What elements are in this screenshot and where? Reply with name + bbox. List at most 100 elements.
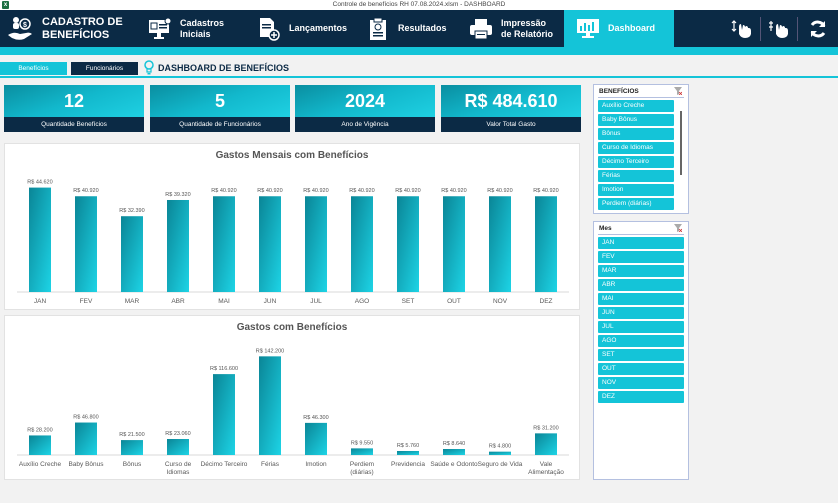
data-label: R$ 32.390	[119, 208, 144, 214]
clear-filter-icon[interactable]	[674, 224, 682, 232]
bar[interactable]	[29, 435, 51, 455]
slicer-scrollbar[interactable]	[680, 111, 682, 175]
nav-dashboard[interactable]: Dashboard	[564, 10, 674, 47]
slicer-item[interactable]: SET	[598, 349, 684, 361]
kpi-label: Quantidade Benefícios	[4, 117, 144, 132]
sort-hand-icon	[731, 19, 751, 38]
bar[interactable]	[75, 196, 97, 292]
data-label: R$ 21.500	[119, 432, 144, 438]
slicer-item[interactable]: Bônus	[598, 128, 674, 140]
sub-toolbar: Benefícios Funcionários DASHBOARD DE BEN…	[0, 58, 838, 80]
window-title: Controle de benefícios RH 07.08.2024.xls…	[332, 1, 506, 8]
tab-funcionarios[interactable]: Funcionários	[71, 62, 138, 75]
slicer-mes: Mes JAN FEV MAR ABR MAI JUN JUL AGO SET OUT NOV DEZ	[593, 221, 689, 480]
data-label: R$ 23.060	[165, 431, 190, 437]
data-label: R$ 40.920	[257, 188, 282, 194]
slicer-header: BENEFÍCIOS	[599, 88, 639, 95]
brand-line1: CADASTRO DE	[42, 15, 123, 28]
bar[interactable]	[351, 196, 373, 292]
slicer-item[interactable]: OUT	[598, 363, 684, 375]
bar[interactable]	[397, 196, 419, 292]
slicer-item[interactable]: Décimo Terceiro	[598, 156, 674, 168]
x-tick-label: FEV	[80, 298, 93, 305]
data-label: R$ 31.200	[533, 425, 558, 431]
bar[interactable]	[489, 196, 511, 292]
bar[interactable]	[213, 196, 235, 292]
data-label: R$ 4.800	[489, 444, 511, 450]
nav-impressao-relatorio[interactable]: Impressão de Relatório	[469, 10, 553, 47]
nav-label-2: Iniciais	[180, 28, 211, 39]
data-label: R$ 40.920	[441, 188, 466, 194]
excel-icon: x	[2, 1, 9, 9]
bar[interactable]	[443, 196, 465, 292]
slicer-item[interactable]: AGO	[598, 335, 684, 347]
data-label: R$ 40.920	[487, 188, 512, 194]
slicer-item[interactable]: Baby Bônus	[598, 114, 674, 126]
slicer-item[interactable]: ABR	[598, 279, 684, 291]
sort-hand-button[interactable]	[724, 10, 760, 47]
bar[interactable]	[351, 448, 373, 455]
toolbar-separator	[760, 16, 761, 41]
x-tick-label: Imotion	[305, 461, 327, 468]
slicer-divider	[598, 97, 684, 98]
bar[interactable]	[535, 196, 557, 292]
bar[interactable]	[29, 187, 51, 292]
printer-icon	[469, 17, 493, 41]
bar[interactable]	[213, 374, 235, 455]
data-label: R$ 8.640	[443, 441, 465, 447]
slicer-item[interactable]: Curso de Idiomas	[598, 142, 674, 154]
x-tick-label: Décimo Terceiro	[201, 461, 248, 468]
slicer-item[interactable]: JUL	[598, 321, 684, 333]
kpi-label: Valor Total Gasto	[441, 117, 581, 132]
chart-benefits-svg: R$ 28.200 Auxílio Creche R$ 46.800 Baby Bôn…	[17, 348, 569, 476]
bar[interactable]	[443, 449, 465, 455]
nav-cadastros-iniciais[interactable]: Cadastros Iniciais	[148, 10, 224, 47]
data-label: R$ 46.300	[303, 415, 328, 421]
bar[interactable]	[489, 451, 511, 455]
x-tick-label: Auxílio Creche	[19, 461, 62, 468]
bar[interactable]	[259, 196, 281, 292]
nav-lancamentos[interactable]: Lançamentos	[257, 10, 347, 47]
clear-filter-icon[interactable]	[674, 87, 682, 95]
bar[interactable]	[259, 356, 281, 455]
bar[interactable]	[121, 216, 143, 292]
bar[interactable]	[75, 422, 97, 455]
data-label: R$ 40.920	[533, 188, 558, 194]
slicer-item[interactable]: FEV	[598, 251, 684, 263]
slicer-item[interactable]: MAI	[598, 293, 684, 305]
slicer-item[interactable]: Férias	[598, 170, 674, 182]
monitor-id-icon	[148, 17, 172, 41]
bar[interactable]	[121, 440, 143, 455]
kpi-card-valor-total: R$ 484.610 Valor Total Gasto	[441, 85, 581, 132]
refresh-button[interactable]	[798, 10, 838, 47]
slicer-item[interactable]: Imotion	[598, 184, 674, 196]
bar[interactable]	[397, 451, 419, 455]
x-tick-label: SET	[402, 298, 415, 305]
x-tick-label: Baby Bônus	[68, 461, 104, 468]
bar[interactable]	[167, 439, 189, 455]
data-label: R$ 40.920	[73, 188, 98, 194]
bar[interactable]	[167, 199, 189, 292]
kpi-value: 12	[4, 85, 144, 117]
bar[interactable]	[305, 422, 327, 455]
x-tick-label: JUN	[264, 298, 277, 305]
kpi-card-funcionarios: 5 Quantidade de Funcionários	[150, 85, 290, 132]
kpi-value: 2024	[295, 85, 435, 117]
nav-resultados[interactable]: Resultados	[366, 10, 447, 47]
slicer-item[interactable]: MAR	[598, 265, 684, 277]
slicer-item[interactable]: NOV	[598, 377, 684, 389]
chart-monthly-panel: Gastos Mensais com Benefícios R$ 44.620 J…	[4, 143, 580, 310]
hand-money-icon: $	[6, 15, 34, 43]
bar[interactable]	[305, 196, 327, 292]
x-tick-label: OUT	[447, 298, 461, 305]
slicer-item[interactable]: DEZ	[598, 391, 684, 403]
tab-beneficios[interactable]: Benefícios	[0, 62, 67, 75]
bar[interactable]	[535, 433, 557, 455]
slicer-item[interactable]: Perdiem (diárias)	[598, 198, 674, 210]
data-label: R$ 9.550	[351, 440, 373, 446]
slicer-item[interactable]: JUN	[598, 307, 684, 319]
toolbar-tools	[724, 10, 838, 47]
filter-hand-button[interactable]	[761, 10, 797, 47]
slicer-item[interactable]: Auxílio Creche	[598, 100, 674, 112]
slicer-item[interactable]: JAN	[598, 237, 684, 249]
